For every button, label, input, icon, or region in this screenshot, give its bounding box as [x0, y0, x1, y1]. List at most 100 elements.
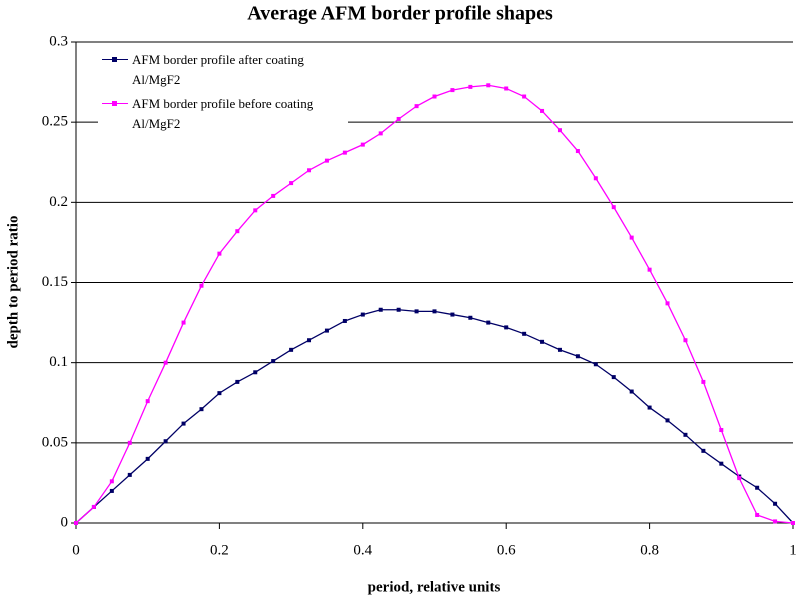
x-tick-label: 0	[72, 542, 80, 558]
point-marker	[540, 108, 545, 113]
point-marker	[450, 88, 455, 93]
point-marker	[665, 418, 670, 423]
point-marker	[486, 83, 491, 88]
point-marker	[109, 479, 114, 484]
point-marker	[163, 439, 168, 444]
point-marker	[396, 307, 401, 312]
point-marker	[755, 485, 760, 490]
point-marker	[253, 370, 258, 375]
point-marker	[199, 407, 204, 412]
legend-marker	[112, 57, 117, 62]
x-tick-label: 0.4	[353, 542, 372, 558]
point-marker	[737, 476, 742, 481]
point-marker	[271, 193, 276, 198]
point-marker	[504, 86, 509, 91]
y-axis-label: depth to period ratio	[5, 216, 21, 349]
point-marker	[522, 94, 527, 99]
legend-marker	[112, 101, 117, 106]
point-marker	[253, 208, 258, 213]
point-marker	[378, 131, 383, 136]
point-marker	[127, 440, 132, 445]
point-marker	[557, 128, 562, 133]
point-marker	[432, 309, 437, 314]
x-tick-label: 0.2	[210, 542, 229, 558]
point-marker	[74, 521, 78, 525]
point-marker	[593, 362, 598, 367]
legend-label: AFM border profile after coating Al/MgF2	[132, 52, 304, 87]
point-marker	[719, 461, 724, 466]
point-marker	[557, 347, 562, 352]
point-marker	[324, 158, 329, 163]
point-marker	[271, 359, 276, 364]
point-marker	[522, 331, 527, 336]
point-marker	[307, 338, 312, 343]
point-marker	[307, 168, 312, 173]
point-marker	[773, 501, 778, 506]
point-marker	[127, 472, 132, 477]
legend-swatch	[102, 101, 128, 106]
point-marker	[235, 229, 240, 234]
point-marker	[629, 389, 634, 394]
y-tick-label: 0.05	[42, 434, 68, 450]
point-marker	[145, 399, 150, 404]
y-tick-label: 0.15	[42, 274, 68, 290]
x-tick-label: 0.8	[640, 542, 659, 558]
chart-title: Average AFM border profile shapes	[247, 3, 553, 25]
legend: AFM border profile after coating Al/MgF2…	[98, 50, 348, 138]
point-marker	[414, 104, 419, 109]
point-marker	[396, 116, 401, 121]
point-marker	[701, 379, 706, 384]
point-marker	[378, 307, 383, 312]
point-marker	[701, 448, 706, 453]
point-marker	[468, 84, 473, 89]
point-marker	[91, 504, 96, 509]
point-marker	[468, 315, 473, 320]
x-tick-label: 1	[789, 542, 797, 558]
point-marker	[486, 320, 491, 325]
point-marker	[450, 312, 455, 317]
legend-item: AFM border profile after coating Al/MgF2	[98, 50, 342, 90]
point-marker	[665, 301, 670, 306]
point-marker	[593, 176, 598, 181]
point-marker	[217, 391, 222, 396]
point-marker	[289, 181, 294, 186]
y-tick-label: 0.1	[49, 354, 68, 370]
point-marker	[360, 312, 365, 317]
point-marker	[575, 354, 580, 359]
point-marker	[791, 521, 795, 525]
point-marker	[611, 205, 616, 210]
point-marker	[109, 488, 114, 493]
x-tick-label: 0.6	[497, 542, 516, 558]
point-marker	[647, 267, 652, 272]
point-marker	[324, 328, 329, 333]
point-marker	[719, 428, 724, 433]
point-marker	[181, 421, 186, 426]
point-marker	[629, 235, 634, 240]
legend-label: AFM border profile before coating Al/MgF…	[132, 96, 314, 131]
point-marker	[755, 512, 760, 517]
series-line	[75, 84, 794, 524]
point-marker	[289, 347, 294, 352]
point-marker	[647, 405, 652, 410]
y-tick-label: 0.2	[49, 194, 68, 210]
point-marker	[342, 150, 347, 155]
point-marker	[773, 519, 778, 524]
point-marker	[683, 432, 688, 437]
point-marker	[504, 325, 509, 330]
point-marker	[342, 318, 347, 323]
point-marker	[181, 320, 186, 325]
point-marker	[360, 142, 365, 147]
point-marker	[683, 338, 688, 343]
point-marker	[575, 149, 580, 154]
y-tick-label: 0	[61, 514, 69, 530]
point-marker	[145, 456, 150, 461]
point-marker	[414, 309, 419, 314]
legend-swatch	[102, 57, 128, 62]
legend-item: AFM border profile before coating Al/MgF…	[98, 94, 342, 134]
point-marker	[199, 283, 204, 288]
point-marker	[217, 251, 222, 256]
point-marker	[432, 94, 437, 99]
point-marker	[540, 339, 545, 344]
